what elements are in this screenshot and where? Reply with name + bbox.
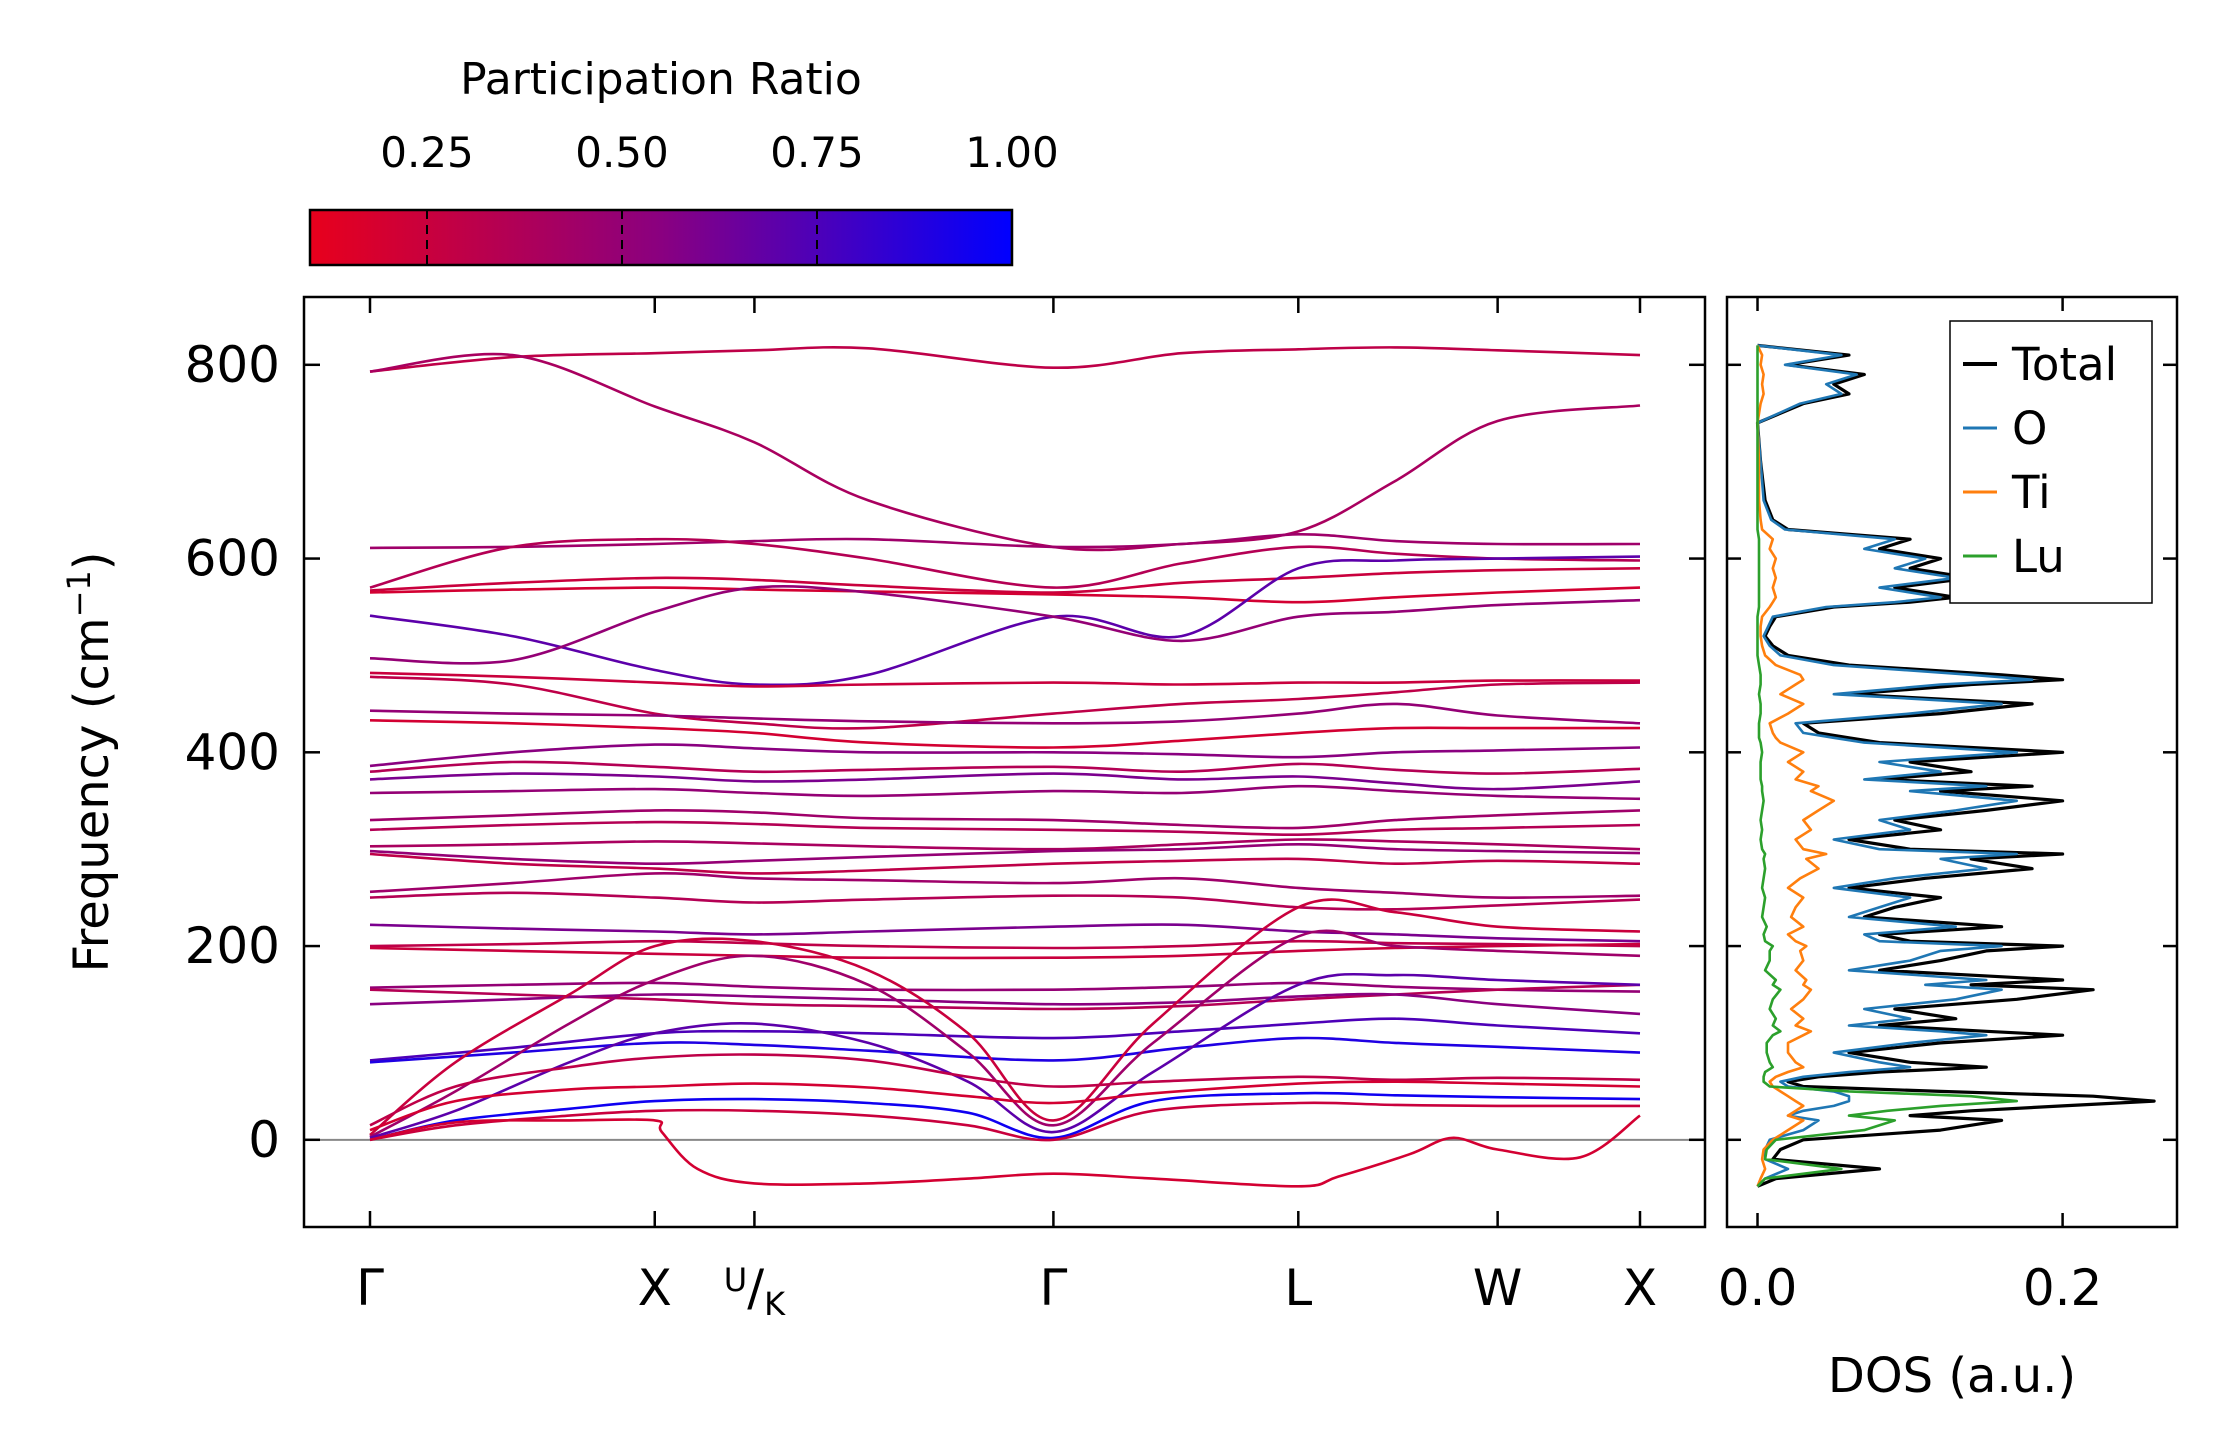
k-tick-label: W [1473,1259,1522,1317]
phonon-band-band-22 [369,872,1641,899]
phonon-band-band-28 [369,983,1641,1011]
phonon-band-band-14 [369,760,1641,775]
colorbar-tick-labels: 0.25 0.50 0.75 1.00 [380,128,1059,177]
legend-label-lu: Lu [2012,530,2065,583]
phonon-band-band-37 [369,1091,1641,1142]
phonon-band-band-18 [369,820,1641,837]
colorbar-gradient [308,208,1014,267]
colorbar-title: Participation Ratio [460,54,862,105]
colorbar-tick-label: 0.25 [380,128,474,177]
y-tick-label: 400 [185,723,280,781]
phonon-band-band-34 [369,972,1641,1140]
phonon-band-band-10 [369,675,1641,730]
k-tick-label: L [1284,1259,1312,1317]
legend-entries: Total O Ti Lu [1963,338,2117,583]
dos-legend: Total O Ti Lu [1949,320,2153,604]
colorbar-tick-label: 0.75 [770,128,864,177]
phonon-band-band-16 [369,784,1641,801]
k-label-k: K [764,1285,786,1323]
dos-y-ticks [1727,363,2177,1142]
band-structure-panel: 0 200 400 600 800 Γ X U/K Γ L W X Frequency (cm−1) [60,295,1707,1323]
phonon-band-band-29 [369,992,1641,1016]
phonon-band-band-26 [369,942,1641,960]
phonon-band-band-30 [369,1017,1641,1062]
dos-x-tick-label: 0.0 [1718,1259,1798,1317]
phonon-band-band-4 [369,537,1641,589]
phonon-band-band-8 [369,585,1641,665]
dos-curve-ti [1756,344,1836,1187]
band-y-ticks: 0 200 400 600 800 [185,336,1705,1169]
legend-label-o: O [2012,402,2047,455]
legend-label-total: Total [2011,338,2117,391]
phonon-band-band-38 [369,1101,1641,1142]
band-plot-frame [302,295,1707,1229]
k-tick-label: Γ [356,1259,384,1317]
y-axis-label-text: Frequency (cm [64,617,120,972]
y-axis-label: Frequency (cm−1) [60,551,120,972]
k-tick-label: Γ [1039,1259,1067,1317]
phonon-bands [369,345,1641,1188]
phonon-band-band-35 [369,1053,1641,1127]
band-x-ticks: Γ X U/K Γ L W X [356,297,1657,1323]
phonon-band-band-5 [369,567,1641,594]
dos-x-tick-label: 0.2 [2023,1259,2103,1317]
phonon-band-band-25 [369,939,1641,950]
dos-curve-lu [1756,345,2019,1188]
phonon-band-band-6 [369,586,1641,604]
phonon-band-band-23 [369,891,1641,911]
phonon-band-band-24 [369,923,1641,943]
phonon-band-band-11 [369,702,1641,725]
phonon-band-band-1 [369,345,1641,373]
dos-x-ticks: 0.0 0.2 [1718,297,2103,1317]
phonon-band-band-17 [369,809,1641,830]
k-tick-label: X [1623,1259,1657,1317]
k-tick-label: X [638,1259,672,1317]
phonon-band-band-27 [369,981,1641,993]
phonon-band-band-20 [369,843,1641,866]
phonon-band-band-2 [369,352,1641,552]
phonon-band-band-7 [369,555,1641,687]
dos-plot-frame [1725,295,2179,1229]
colorbar-tick-label: 1.00 [965,128,1059,177]
k-label-u: U [724,1261,747,1299]
y-tick-label: 800 [185,336,280,394]
colorbar: Participation Ratio 0.25 0.50 0.75 1.00 [308,54,1059,267]
legend-label-ti: Ti [2011,466,2051,519]
phonon-band-band-39 [369,1114,1641,1188]
phonon-band-band-33 [369,929,1641,1139]
k-label-slash: / [747,1259,764,1317]
phonon-band-band-21 [369,852,1641,875]
k-tick-label-uk: U/K [724,1259,786,1323]
phonon-band-band-36 [369,1080,1641,1132]
y-axis-label-close: ) [64,551,120,570]
phonon-band-band-19 [369,838,1641,851]
colorbar-ticks [426,210,818,265]
phonon-band-band-12 [369,719,1640,749]
y-tick-label: 0 [248,1111,280,1169]
y-tick-label: 600 [185,530,280,588]
phonon-band-band-31 [369,1036,1641,1064]
colorbar-tick-label: 0.50 [575,128,669,177]
phonon-band-band-9 [369,671,1641,688]
phonon-band-band-15 [369,772,1641,791]
phonon-band-band-3 [369,532,1641,550]
dos-panel: 0.0 0.2 DOS (a.u.) Total O Ti Lu [1718,295,2179,1404]
dos-x-axis-label: DOS (a.u.) [1828,1348,2076,1404]
dos-curve-o [1756,344,2034,1188]
phonon-band-band-13 [369,743,1641,768]
phonon-band-band-32 [369,898,1641,1136]
y-tick-label: 200 [185,917,280,975]
y-axis-label-sup: −1 [60,570,98,617]
